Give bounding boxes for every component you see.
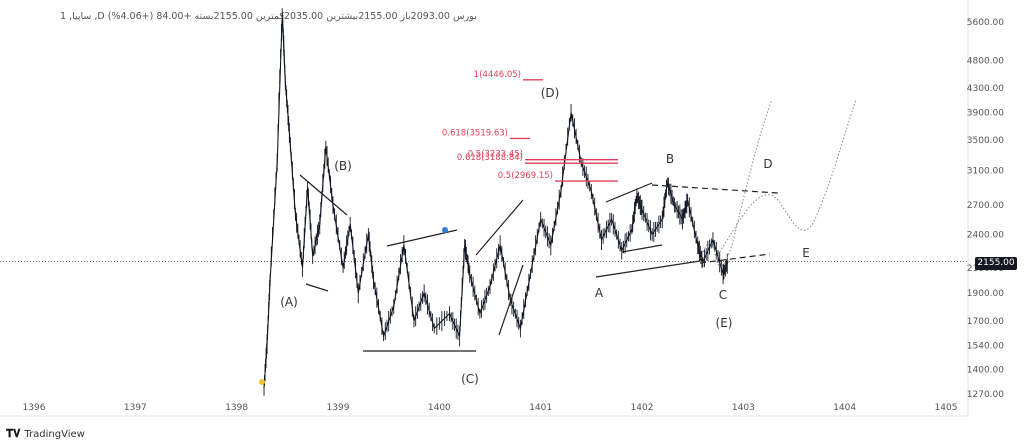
y-tick-label: 4300.00 bbox=[967, 84, 1004, 94]
y-tick-label: 1400.00 bbox=[967, 366, 1004, 376]
y-tick-label: 3900.00 bbox=[967, 109, 1004, 119]
y-tick-label: 1540.00 bbox=[967, 342, 1004, 352]
x-tick-label: 1398 bbox=[225, 403, 248, 413]
projection-path-d bbox=[699, 99, 773, 267]
wave-label: (C) bbox=[461, 372, 479, 386]
x-tick-label: 1403 bbox=[732, 403, 755, 413]
x-tick-label: 1401 bbox=[529, 403, 552, 413]
y-tick-label: 4800.00 bbox=[967, 57, 1004, 67]
fib-level-label: 1(4446.05) bbox=[474, 70, 521, 80]
trendline bbox=[305, 283, 329, 292]
last-price-tag: 2155.00 bbox=[975, 257, 1017, 270]
event-dot-yellow bbox=[259, 379, 265, 385]
x-tick-label: 1396 bbox=[23, 403, 46, 413]
y-tick-label: 5600.00 bbox=[967, 18, 1004, 28]
symbol-ohlc-header: 1 ,ساپیا ,D بورس 2093.00باز 2155.00بیشتر… bbox=[60, 11, 477, 22]
trendline bbox=[498, 264, 524, 336]
fib-level-label: 0.618(3188.84) bbox=[457, 153, 523, 163]
projection-upper-dashed bbox=[651, 184, 779, 194]
fib-level-label: 0.5(2969.15) bbox=[498, 171, 553, 181]
wave-label: (B) bbox=[334, 159, 352, 173]
x-tick-label: 1400 bbox=[428, 403, 451, 413]
trendline bbox=[621, 244, 663, 253]
x-tick-label: 1397 bbox=[124, 403, 147, 413]
trendline bbox=[595, 260, 701, 278]
y-tick-label: 2400.00 bbox=[967, 230, 1004, 240]
tradingview-brand: 𝐓𝐕 TradingView bbox=[6, 427, 85, 441]
wave-label: (E) bbox=[716, 316, 733, 330]
x-tick-label: 1399 bbox=[327, 403, 350, 413]
y-tick-label: 1270.00 bbox=[967, 390, 1004, 400]
x-tick-label: 1402 bbox=[631, 403, 654, 413]
fib-level-label: 0.5(3233.45) bbox=[468, 150, 523, 160]
wave-label: C bbox=[719, 288, 727, 302]
x-tick-label: 1405 bbox=[935, 403, 958, 413]
trendline bbox=[605, 182, 653, 203]
tradingview-label: TradingView bbox=[24, 428, 85, 440]
projection-lower-dashed bbox=[699, 253, 771, 264]
trendline bbox=[475, 199, 524, 256]
wave-label: A bbox=[595, 286, 604, 300]
projection-path-e bbox=[715, 99, 857, 259]
event-dot-blue bbox=[442, 227, 448, 233]
fib-level-label: 0.618(3519.63) bbox=[442, 128, 508, 138]
wave-label: (A) bbox=[280, 295, 298, 309]
tradingview-logo-icon: 𝐓𝐕 bbox=[6, 427, 21, 440]
wave-label: D bbox=[763, 157, 772, 171]
wave-label: B bbox=[666, 152, 674, 166]
y-tick-label: 2700.00 bbox=[967, 201, 1004, 211]
wave-label: (D) bbox=[541, 86, 560, 100]
y-tick-label: 1900.00 bbox=[967, 289, 1004, 299]
wave-label: E bbox=[802, 246, 810, 260]
y-tick-label: 3500.00 bbox=[967, 136, 1004, 146]
y-tick-label: 1700.00 bbox=[967, 317, 1004, 327]
y-tick-label: 3100.00 bbox=[967, 166, 1004, 176]
x-tick-label: 1404 bbox=[833, 403, 856, 413]
trendline bbox=[299, 174, 348, 216]
